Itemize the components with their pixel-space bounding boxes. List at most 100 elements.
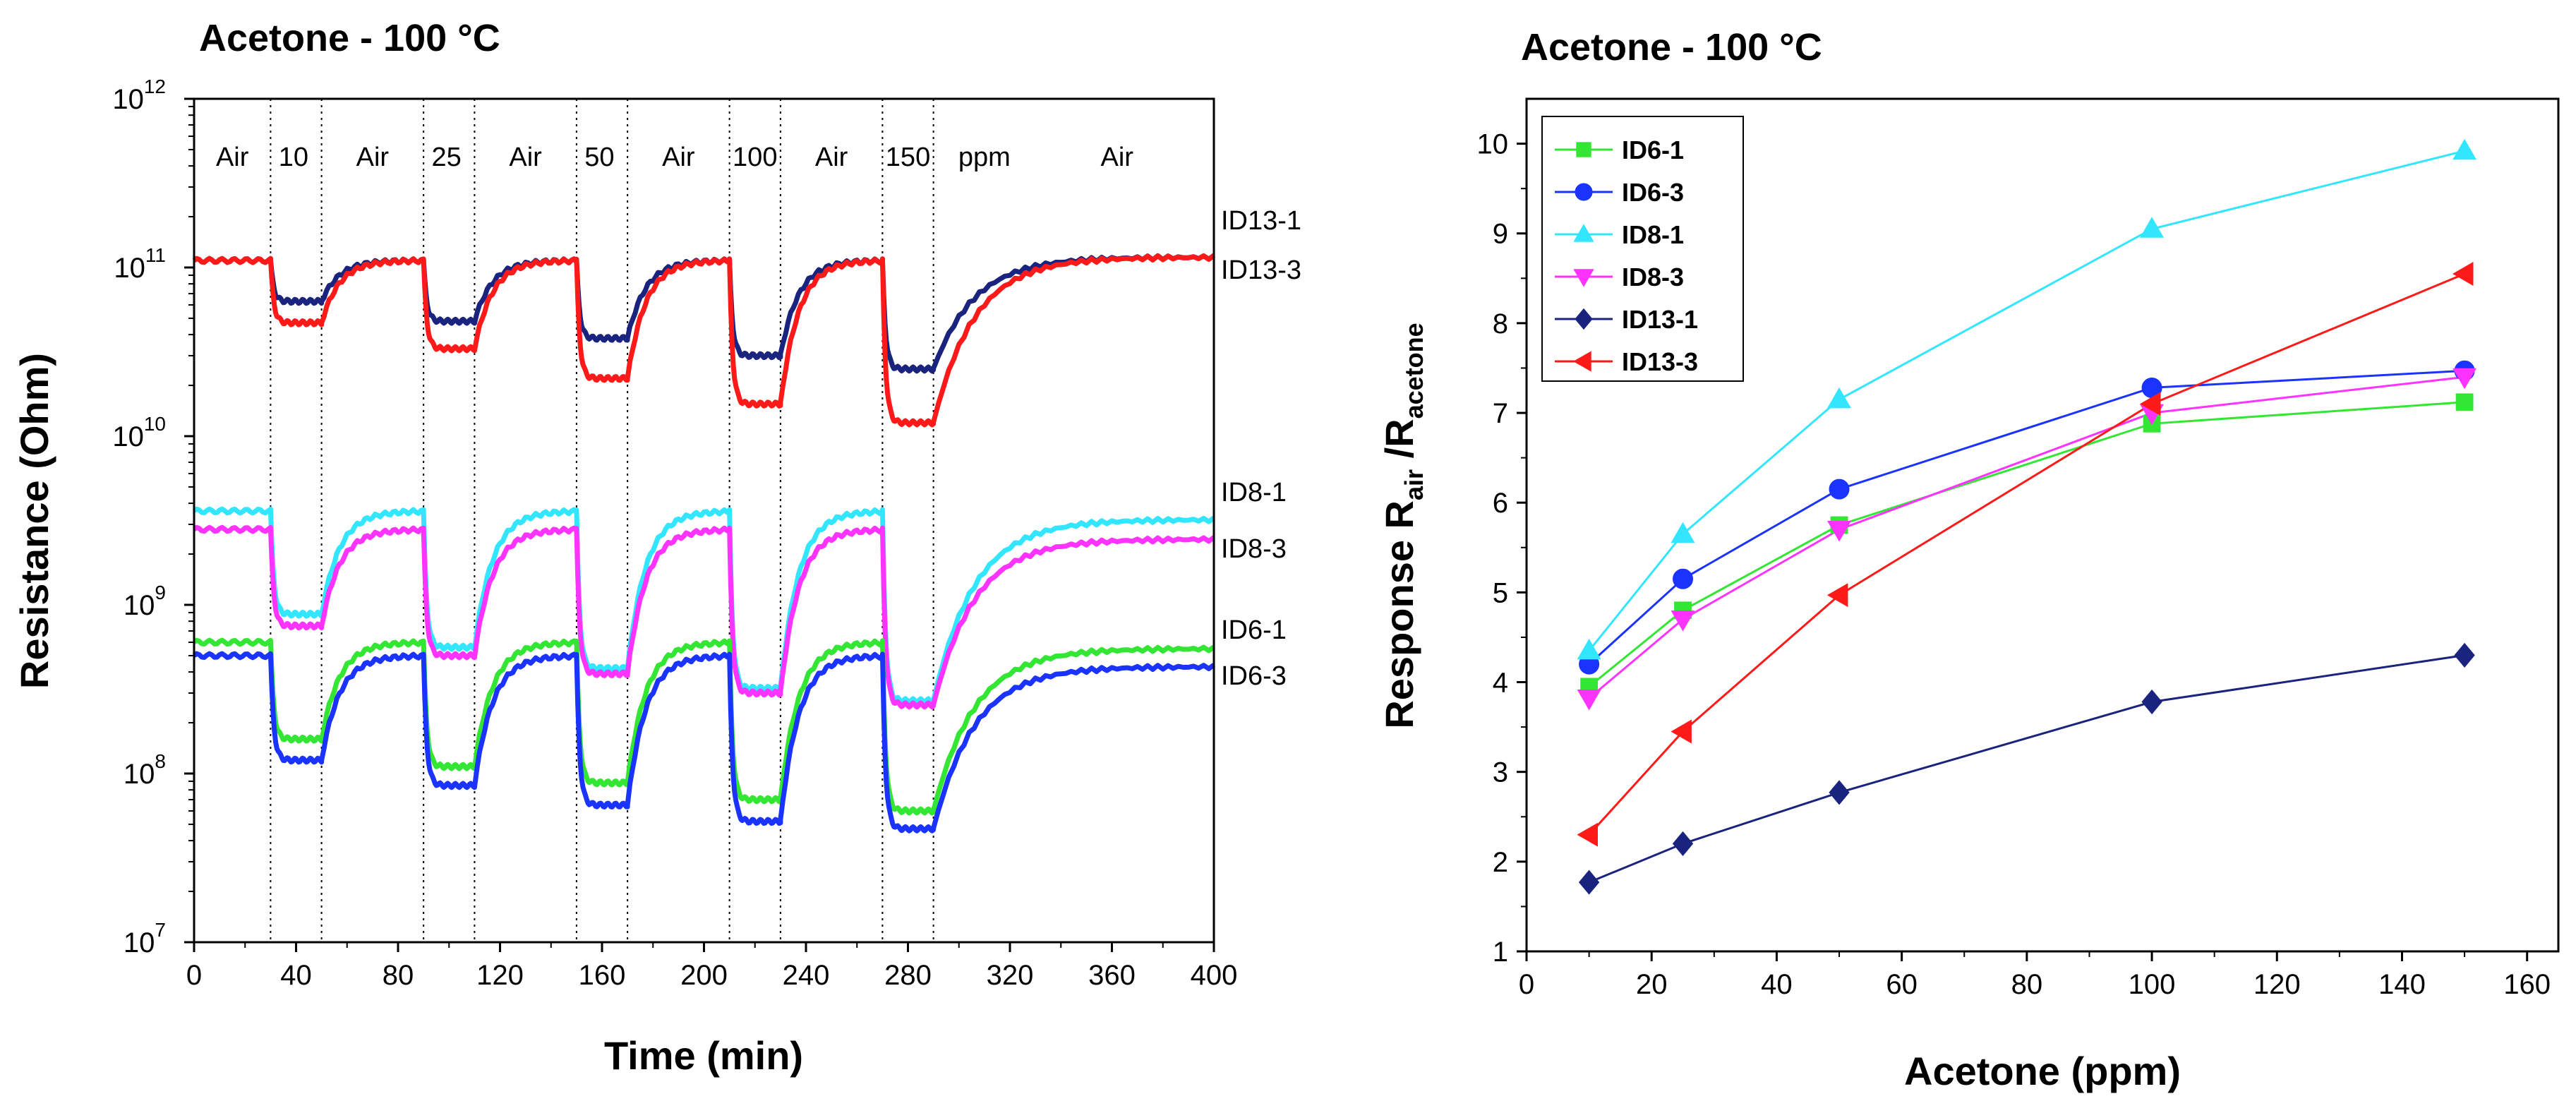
- right-y-tick-label-7: 7: [1493, 398, 1508, 429]
- response-line-id6-3: [1588, 369, 2465, 666]
- x-tick-label-400: 400: [1191, 960, 1238, 991]
- right-plot-frame: [1525, 97, 2560, 953]
- right-x-tick-label-140: 140: [2378, 969, 2426, 1000]
- response-series-markers: [1577, 138, 2477, 895]
- point-id13-3-100: [2139, 392, 2161, 416]
- legend-label-id8-3: ID8-3: [1622, 263, 1684, 291]
- region-label-4: Air: [509, 143, 542, 172]
- left-plot-frame: [193, 97, 1215, 944]
- y-tick-label-12: 1012: [112, 76, 166, 115]
- left-x-axis-ticks: 0 40 80 120 160 200 240 280 320 360 400: [186, 942, 1238, 991]
- left-y-axis-ticks: 1012 1011 1010 109 108 107: [112, 76, 194, 958]
- region-label-8: Air: [815, 143, 848, 172]
- legend-marker-id6-3: [1575, 183, 1593, 201]
- right-y-tick-label-8: 8: [1493, 308, 1508, 339]
- resistance-series: [192, 253, 1216, 834]
- right-y-tick-label-1: 1: [1493, 937, 1508, 968]
- point-id13-1-10: [1578, 870, 1600, 895]
- legend-label-id13-1: ID13-1: [1622, 305, 1698, 334]
- region-label-11: Air: [1100, 143, 1133, 172]
- point-id13-3-150: [2452, 262, 2474, 286]
- point-id6-3-50: [1829, 479, 1850, 500]
- right-y-axis-ticks: 1 2 3 4 5 6 7 8 9 10: [1477, 129, 1527, 968]
- right-y-tick-label-5: 5: [1493, 577, 1508, 608]
- right-x-axis-label: Acetone (ppm): [1904, 1049, 2181, 1093]
- response-line-id6-1: [1588, 401, 2465, 688]
- series-label-id6-3: ID6-3: [1221, 661, 1287, 691]
- right-x-tick-label-20: 20: [1636, 969, 1668, 1000]
- point-id8-1-50: [1827, 387, 1851, 409]
- right-y-tick-label-3: 3: [1493, 757, 1508, 788]
- legend-marker-id6-1: [1576, 142, 1591, 157]
- series-label-id13-1: ID13-1: [1221, 206, 1301, 236]
- point-id13-1-50: [1829, 780, 1850, 805]
- y-tick-label-9: 109: [124, 582, 166, 621]
- x-tick-label-160: 160: [579, 960, 626, 991]
- point-id13-3-10: [1577, 822, 1598, 847]
- series-line-id13-1: [192, 253, 1216, 374]
- legend-box: [1541, 116, 1744, 382]
- series-line-id13-3: [192, 253, 1216, 428]
- point-id6-1-150: [2455, 393, 2474, 411]
- y-tick-label-8: 108: [124, 750, 166, 790]
- right-x-tick-label-120: 120: [2253, 969, 2301, 1000]
- right-y-tick-label-6: 6: [1493, 488, 1508, 519]
- y-tick-label-7: 107: [124, 919, 166, 958]
- right-x-tick-label-40: 40: [1761, 969, 1793, 1000]
- right-x-axis-ticks: 0 20 40 60 80 100 120 140 160: [1519, 951, 2551, 1000]
- region-label-5: 50: [584, 143, 614, 172]
- series-end-labels: ID13-1 ID13-3 ID8-1 ID8-3 ID6-1 ID6-3: [1221, 206, 1301, 691]
- region-label-7: 100: [733, 143, 777, 172]
- legend: ID6-1 ID6-3 ID8-1 ID8-3 ID13-1 ID13-3: [1541, 116, 1744, 382]
- resistance-time-chart: Acetone - 100 °C Air 10 Air 25 Air 50 Air 100 Ai…: [12, 17, 1301, 1078]
- right-y-tick-label-10: 10: [1477, 129, 1509, 160]
- x-tick-label-0: 0: [186, 960, 202, 991]
- legend-label-id6-3: ID6-3: [1622, 178, 1684, 207]
- right-y-axis-label: Response Rair /Racetone: [1377, 323, 1428, 728]
- right-x-tick-label-100: 100: [2129, 969, 2176, 1000]
- y-tick-label-11: 1011: [114, 244, 166, 284]
- series-line-id8-3: [192, 524, 1216, 710]
- region-label-2: Air: [356, 143, 390, 172]
- response-line-id8-3: [1588, 375, 2465, 699]
- x-tick-label-360: 360: [1088, 960, 1136, 991]
- x-tick-label-320: 320: [987, 960, 1034, 991]
- legend-marker-id8-1: [1573, 224, 1594, 242]
- response-line-id13-1: [1589, 654, 2465, 884]
- point-id8-3-10: [1577, 690, 1601, 711]
- right-x-tick-label-80: 80: [2011, 969, 2043, 1000]
- series-line-id6-1: [192, 637, 1216, 816]
- point-id13-3-50: [1826, 583, 1848, 608]
- x-tick-label-40: 40: [280, 960, 312, 991]
- exposure-boundaries: [270, 99, 934, 942]
- x-tick-label-280: 280: [884, 960, 932, 991]
- region-label-10: ppm: [958, 143, 1011, 172]
- legend-label-id13-3: ID13-3: [1622, 347, 1698, 376]
- left-x-axis-label: Time (min): [604, 1033, 803, 1078]
- x-tick-label-240: 240: [783, 960, 830, 991]
- point-id8-1-10: [1577, 638, 1601, 660]
- region-label-3: 25: [431, 143, 461, 172]
- series-label-id13-3: ID13-3: [1221, 255, 1301, 285]
- right-y-tick-label-4: 4: [1493, 668, 1508, 699]
- left-y-axis-label: Resistance (Ohm): [12, 353, 56, 689]
- legend-label-id6-1: ID6-1: [1622, 136, 1684, 164]
- point-id13-1-25: [1672, 831, 1694, 856]
- right-x-tick-label-60: 60: [1886, 969, 1918, 1000]
- point-id13-3-25: [1671, 719, 1692, 744]
- legend-marker-id13-1: [1575, 308, 1593, 330]
- point-id8-3-50: [1827, 521, 1851, 542]
- legend-label-id8-1: ID8-1: [1622, 220, 1684, 249]
- point-id8-3-150: [2452, 368, 2477, 390]
- right-chart-title: Acetone - 100 °C: [1521, 26, 1822, 68]
- legend-marker-id13-3: [1573, 351, 1591, 372]
- point-id8-1-100: [2140, 217, 2165, 238]
- right-x-tick-label-0: 0: [1519, 969, 1534, 1000]
- series-line-id6-3: [192, 651, 1216, 834]
- series-label-id8-1: ID8-1: [1221, 478, 1287, 507]
- region-labels: Air 10 Air 25 Air 50 Air 100 Air 150 ppm Air: [216, 143, 1133, 172]
- region-label-0: Air: [216, 143, 249, 172]
- point-id8-3-25: [1671, 610, 1695, 632]
- point-id8-1-150: [2452, 138, 2477, 160]
